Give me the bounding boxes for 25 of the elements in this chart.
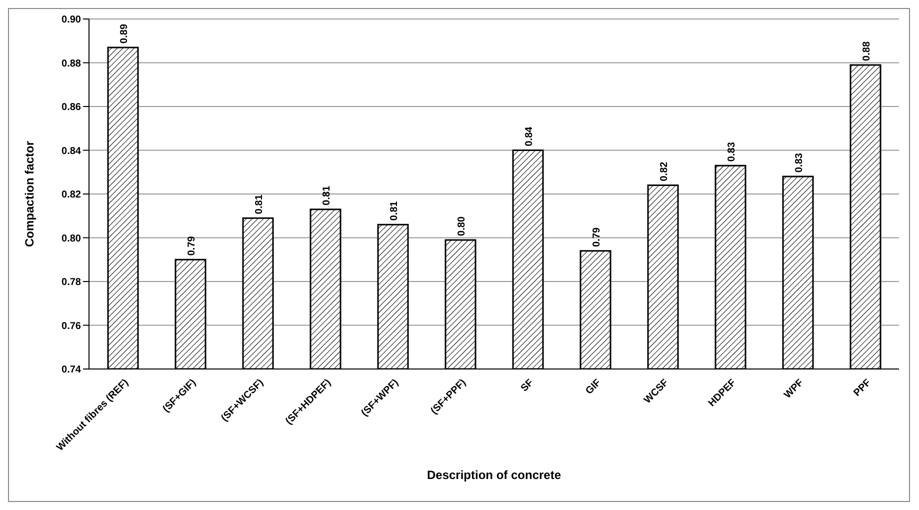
data-label: 0.81 [254, 194, 265, 214]
y-tick-label: 0.74 [62, 364, 82, 376]
y-tick-label: 0.84 [62, 146, 82, 157]
x-tick-label: SF [519, 377, 536, 394]
x-axis-title: Description of concrete [426, 468, 562, 482]
x-tick-label: GIF [584, 377, 604, 397]
data-label: 0.79 [186, 236, 198, 256]
y-tick-label: 0.88 [62, 58, 82, 70]
y-tick-label: 0.90 [62, 14, 82, 26]
data-label: 0.81 [322, 185, 332, 206]
data-label: 0.83 [794, 152, 805, 172]
data-label: 0.79 [592, 226, 602, 247]
y-tick-label: 0.76 [62, 320, 82, 332]
data-label: 0.83 [726, 142, 738, 162]
y-tick-label: 0.80 [62, 233, 82, 244]
y-tick-label: 0.78 [62, 277, 82, 288]
data-label: 0.80 [456, 216, 468, 236]
y-axis-title: Compaction factor [22, 140, 36, 248]
data-label: 0.89 [119, 24, 130, 44]
y-tick-label: 0.82 [62, 190, 82, 201]
y-tick-label: 0.86 [62, 102, 82, 114]
data-label: 0.88 [862, 41, 872, 61]
data-label: 0.82 [659, 161, 670, 182]
data-label: 0.84 [524, 126, 535, 146]
data-label: 0.81 [389, 200, 400, 221]
